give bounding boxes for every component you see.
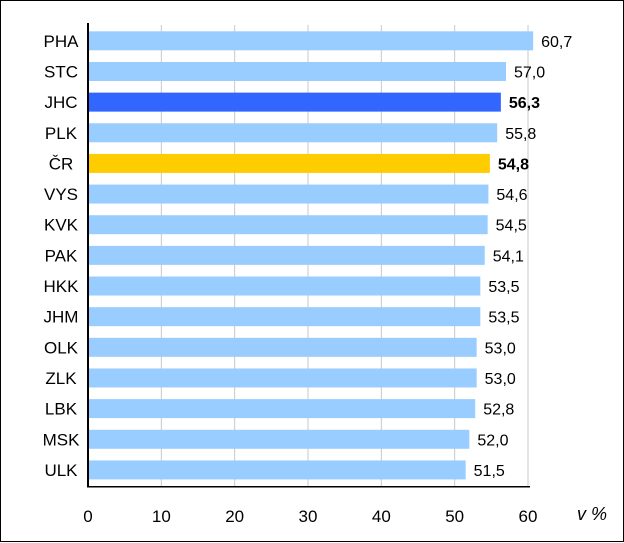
- x-tick-30: 30: [299, 507, 318, 526]
- bar-KVK: [88, 215, 488, 235]
- bar-HKK: [88, 276, 481, 296]
- category-label-LBK: LBK: [45, 400, 78, 419]
- category-label-VYS: VYS: [44, 185, 78, 204]
- category-label-HKK: HKK: [44, 277, 80, 296]
- bars: [88, 31, 534, 480]
- x-tick-0: 0: [83, 507, 92, 526]
- category-labels: PHA STC JHC PLK ČR VYS KVK PAK HKK JHM OLK ZLK LBK MS…: [43, 32, 81, 480]
- category-label-PHA: PHA: [44, 32, 80, 51]
- value-label-PHA: 60,7: [541, 34, 572, 51]
- x-tick-labels: 0 10 20 30 40 50 60: [83, 507, 537, 526]
- bar-JHC: [88, 92, 501, 112]
- value-label-JHC: 56,3: [509, 95, 540, 112]
- x-tick-10: 10: [152, 507, 171, 526]
- x-tick-20: 20: [225, 507, 244, 526]
- bar-ZLK: [88, 368, 477, 388]
- bar-ULK: [88, 460, 466, 480]
- category-label-ULK: ULK: [44, 461, 78, 480]
- x-tick-40: 40: [372, 507, 391, 526]
- value-label-MSK: 52,0: [477, 432, 508, 449]
- category-label-STC: STC: [44, 62, 78, 81]
- category-label-PAK: PAK: [45, 246, 78, 265]
- value-label-OLK: 53,0: [485, 340, 516, 357]
- value-label-ULK: 51,5: [474, 463, 505, 480]
- bar-STC: [88, 61, 506, 81]
- bar-PAK: [88, 245, 485, 265]
- x-tick-50: 50: [445, 507, 464, 526]
- category-label-JHC: JHC: [44, 93, 77, 112]
- category-label-MSK: MSK: [43, 430, 81, 449]
- category-label-JHM: JHM: [44, 308, 79, 327]
- category-label-ČR: ČR: [49, 154, 74, 173]
- bar-PLK: [88, 123, 498, 143]
- value-label-PLK: 55,8: [505, 126, 536, 143]
- category-label-KVK: KVK: [44, 216, 79, 235]
- bar-OLK: [88, 337, 477, 357]
- x-tick-60: 60: [519, 507, 538, 526]
- bar-ČR: [88, 153, 490, 173]
- value-labels: 60,7 57,0 56,3 55,8 54,8 54,6 54,5 54,1 53,5 53,5…: [474, 34, 573, 480]
- value-label-KVK: 54,5: [496, 218, 527, 235]
- category-label-PLK: PLK: [45, 124, 78, 143]
- category-label-OLK: OLK: [44, 338, 79, 357]
- bar-LBK: [88, 399, 476, 419]
- value-label-HKK: 53,5: [488, 279, 519, 296]
- bar-JHM: [88, 307, 481, 327]
- category-label-ZLK: ZLK: [45, 369, 77, 388]
- value-label-ČR: 54,8: [498, 156, 529, 173]
- bar-PHA: [88, 31, 534, 51]
- value-label-JHM: 53,5: [488, 310, 519, 327]
- bar-VYS: [88, 184, 489, 204]
- bar-MSK: [88, 429, 470, 449]
- value-label-ZLK: 53,0: [485, 371, 516, 388]
- value-label-VYS: 54,6: [496, 187, 527, 204]
- value-label-STC: 57,0: [514, 64, 545, 81]
- value-label-LBK: 52,8: [483, 402, 514, 419]
- x-axis-label: v %: [577, 504, 607, 524]
- value-label-PAK: 54,1: [493, 248, 524, 265]
- axes: [87, 23, 530, 488]
